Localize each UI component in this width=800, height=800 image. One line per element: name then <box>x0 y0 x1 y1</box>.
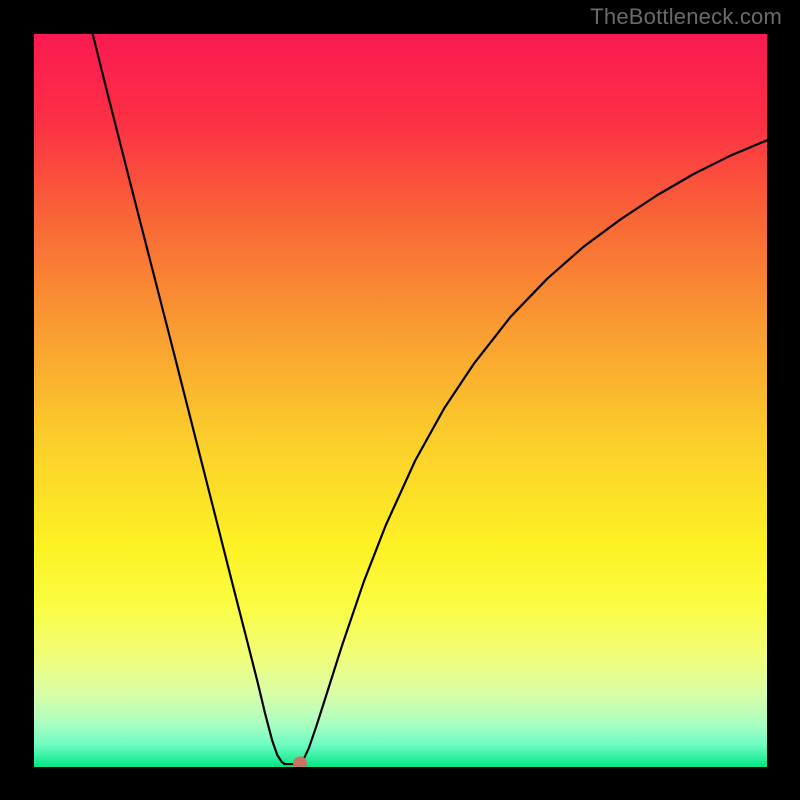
gradient-background <box>34 34 767 767</box>
chart-container <box>34 34 767 767</box>
watermark-text: TheBottleneck.com <box>590 4 782 30</box>
bottleneck-chart <box>34 34 767 767</box>
